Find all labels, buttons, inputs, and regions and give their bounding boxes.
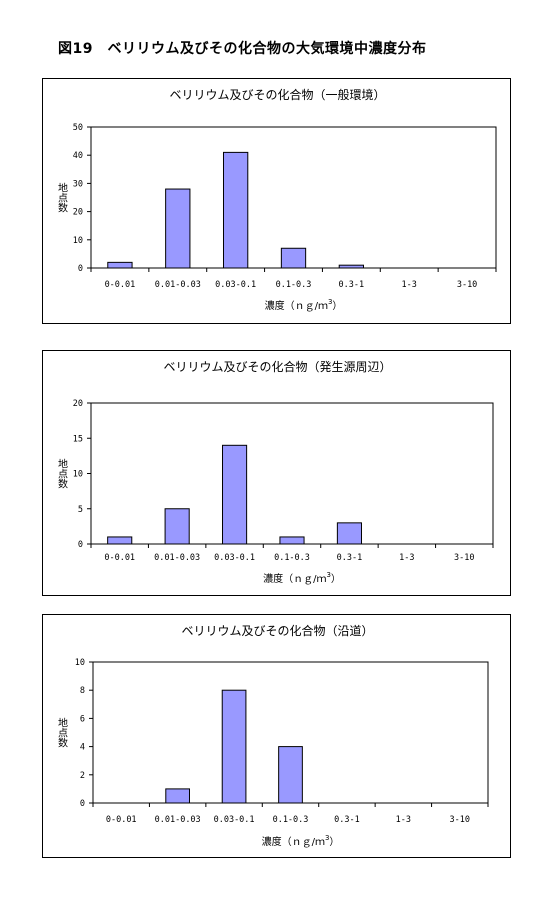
y-tick-label: 0 [78,264,83,274]
x-tick-label: 0.01-0.03 [154,553,200,563]
x-axis-label-main: 濃度（ｎｇ/ｍ [263,572,326,585]
x-tick-label: 1-3 [402,280,417,290]
x-axis-label-end: ） [331,573,341,585]
chart-title: ベリリウム及びその化合物（発生源周辺） [163,359,391,374]
chart-title: ベリリウム及びその化合物（沿道） [181,623,373,638]
bar [222,151,249,269]
bar [280,247,307,269]
y-tick-label: 15 [73,434,83,444]
bar [221,689,247,804]
x-tick-label: 0.01-0.03 [155,815,201,825]
x-tick-label: 0.3-1 [334,815,360,825]
y-tick-label: 20 [73,399,83,409]
y-tick-label: 8 [80,686,85,696]
chart-panel-roadside: ベリリウム及びその化合物（沿道） 0 2 4 6 8 10 0-0.01 0.01-0.03 0.… [42,614,511,858]
y-tick-label: 10 [73,236,83,246]
x-tick-label: 0.03-0.1 [215,280,256,290]
y-tick-label: 30 [73,179,83,189]
chart-general: ベリリウム及びその化合物（一般環境） 0 10 20 30 40 50 0-0.01 0.01-… [56,87,497,312]
x-tick-label: 0-0.01 [104,553,135,563]
x-axis-label: 濃度（ｎｇ/ｍ3） [262,834,340,848]
bar [164,508,190,545]
bar [107,536,133,545]
plot-area [90,126,497,269]
x-axis-label-sup: 3 [326,571,330,579]
y-tick-label: 10 [73,470,83,480]
x-tick-label: 3-10 [457,280,477,290]
x-tick-label: 0.03-0.1 [214,815,255,825]
y-tick-label: 5 [78,505,83,515]
x-tick-label: 3-10 [454,553,474,563]
y-tick-label: 20 [73,208,83,218]
bar [165,788,190,804]
bar [278,746,303,804]
figure-title: 図19 ベリリウム及びその化合物の大気環境中濃度分布 [58,41,427,57]
x-tick-label: 0-0.01 [106,815,137,825]
bar [336,522,362,545]
x-tick-label: 0.03-0.1 [214,553,255,563]
x-axis-label-main: 濃度（ｎｇ/ｍ [262,835,325,848]
x-tick-label: 0.1-0.3 [276,280,312,290]
bar [165,188,191,269]
y-axis-label: 地点数 [56,457,68,489]
y-tick-label: 4 [80,743,85,753]
bar [338,264,365,269]
x-tick-label: 0.3-1 [337,553,363,563]
x-tick-label: 0.1-0.3 [273,815,309,825]
y-tick-label: 50 [73,123,83,133]
chart-roadside: ベリリウム及びその化合物（沿道） 0 2 4 6 8 10 0-0.01 0.01-0.03 0.… [56,623,489,848]
chart-source-vicinity: ベリリウム及びその化合物（発生源周辺） 0 5 10 15 20 0-0.01 0.01-0.… [56,359,494,585]
bar [222,444,248,545]
x-tick-label: 1-3 [399,553,414,563]
x-axis-label: 濃度（ｎｇ/ｍ3） [265,298,343,312]
y-tick-label: 0 [80,799,85,809]
x-tick-label: 3-10 [450,815,470,825]
y-tick-label: 10 [75,658,85,668]
x-tick-label: 0.1-0.3 [274,553,310,563]
x-tick-label: 0.01-0.03 [155,280,201,290]
x-axis-label: 濃度（ｎｇ/ｍ3） [263,571,341,585]
y-tick-label: 6 [80,714,85,724]
y-tick-label: 2 [80,771,85,781]
chart-panel-source-vicinity: ベリリウム及びその化合物（発生源周辺） 0 5 10 15 20 0-0.01 0.01-0.… [42,350,511,596]
x-axis-label-end: ） [332,300,342,312]
y-axis-label: 地点数 [56,716,68,748]
x-tick-label: 1-3 [396,815,411,825]
y-tick-label: 0 [78,540,83,550]
x-tick-label: 0-0.01 [105,280,136,290]
x-axis-label-sup: 3 [328,298,332,306]
bar [107,261,133,269]
plot-area [90,402,494,545]
x-axis-label-sup: 3 [325,834,329,842]
chart-title: ベリリウム及びその化合物（一般環境） [169,87,385,102]
chart-panel-general: ベリリウム及びその化合物（一般環境） 0 10 20 30 40 50 0-0.01 0.01-… [42,78,511,324]
y-tick-label: 40 [73,151,83,161]
bar [279,536,305,545]
x-axis-label-main: 濃度（ｎｇ/ｍ [265,299,328,312]
x-axis-label-end: ） [329,836,339,848]
x-tick-label: 0.3-1 [339,280,365,290]
y-axis-label: 地点数 [56,181,68,213]
